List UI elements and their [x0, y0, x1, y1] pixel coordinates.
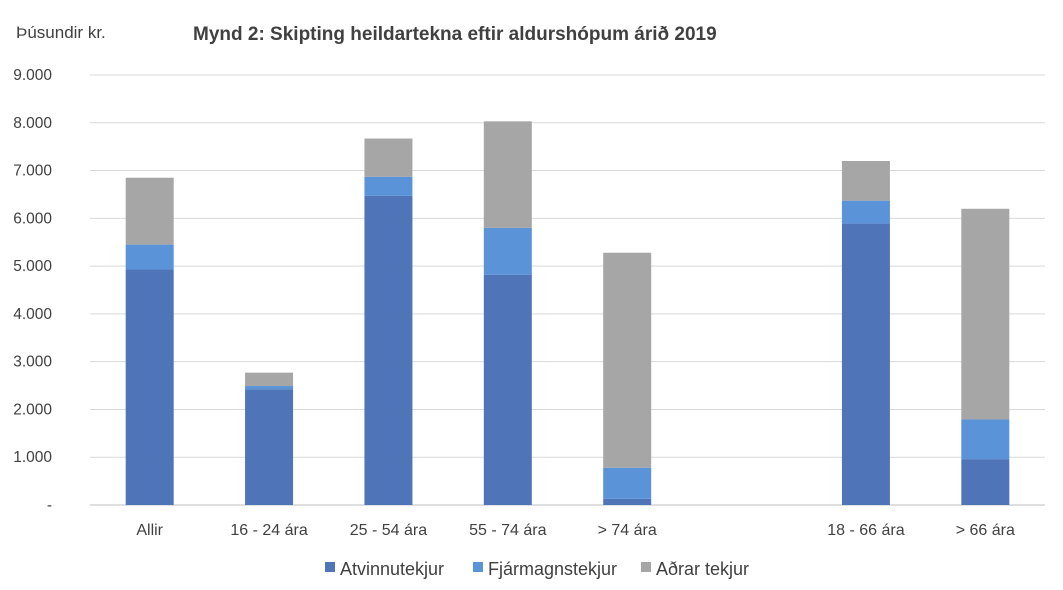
- bar-segment: [841, 200, 890, 224]
- bar-segment: [961, 419, 1010, 460]
- y-tick-label: -: [47, 497, 52, 514]
- bar-segment: [603, 467, 652, 499]
- bar-segment: [841, 161, 890, 201]
- bar-segment: [125, 244, 174, 270]
- bar-segment: [125, 177, 174, 245]
- bar-segment: [364, 138, 413, 177]
- legend-swatch: [473, 562, 483, 572]
- y-axis-label: Þúsundir kr.: [16, 23, 106, 42]
- y-tick-label: 9.000: [13, 67, 52, 84]
- bar-segment: [364, 176, 413, 196]
- legend: Atvinnutekjur Fjármagnstekjur Aðrar tekjur: [325, 559, 749, 579]
- category-label: 18 - 66 ára: [827, 522, 904, 539]
- category-label: > 74 ára: [598, 522, 657, 539]
- y-tick-label: 3.000: [13, 354, 52, 371]
- bar-segment: [961, 208, 1010, 420]
- bar-segment: [483, 274, 532, 505]
- category-label: 25 - 54 ára: [350, 522, 427, 539]
- y-tick-label: 4.000: [13, 306, 52, 323]
- legend-label: Atvinnutekjur: [340, 559, 444, 579]
- legend-swatch: [325, 562, 335, 572]
- legend-label: Aðrar tekjur: [656, 559, 749, 579]
- bar-segment: [603, 252, 652, 468]
- gridlines: [90, 74, 1045, 506]
- y-tick-label: 8.000: [13, 115, 52, 132]
- y-tick-label: 7.000: [13, 163, 52, 180]
- bar-segment: [125, 269, 174, 505]
- category-label: > 66 ára: [956, 522, 1015, 539]
- chart-title: Mynd 2: Skipting heildartekna eftir aldu…: [193, 24, 717, 45]
- y-tick-labels: - 1.000 2.000 3.000 4.000 5.000 6.000 7.000 8.00…: [13, 67, 52, 514]
- bar-segment: [364, 195, 413, 505]
- bar-segment: [961, 459, 1010, 505]
- bar-segment: [245, 386, 294, 390]
- y-tick-label: 6.000: [13, 210, 52, 227]
- y-tick-label: 5.000: [13, 258, 52, 275]
- category-label: 55 - 74 ára: [469, 522, 546, 539]
- bars: [125, 121, 1010, 506]
- bar-segment: [841, 223, 890, 506]
- category-label: 16 - 24 ára: [230, 522, 307, 539]
- bar-segment: [483, 121, 532, 228]
- y-tick-label: 2.000: [13, 401, 52, 418]
- category-label: Allir: [136, 522, 163, 539]
- legend-swatch: [641, 562, 651, 572]
- bar-segment: [483, 227, 532, 275]
- y-tick-label: 1.000: [13, 449, 52, 466]
- bar-segment: [245, 389, 294, 505]
- bar-segment: [245, 372, 294, 387]
- bar-segment: [603, 498, 652, 505]
- category-labels: Allir 16 - 24 ára 25 - 54 ára 55 - 74 ára > …: [136, 522, 1015, 539]
- legend-label: Fjármagnstekjur: [488, 559, 617, 579]
